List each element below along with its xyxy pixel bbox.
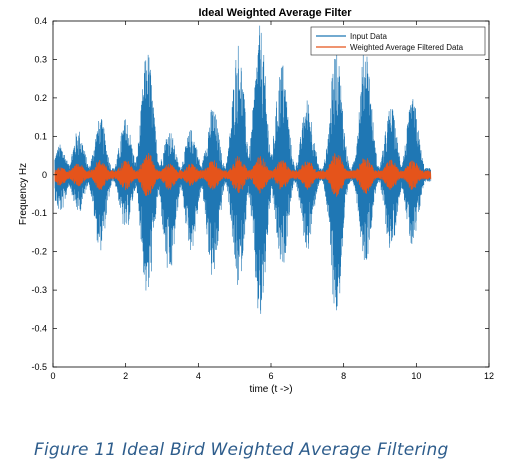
chart-title: Ideal Weighted Average Filter — [198, 7, 352, 19]
x-tick-label: 2 — [123, 371, 128, 381]
legend: Input Data Weighted Average Filtered Dat… — [310, 26, 486, 56]
x-tick-label: 6 — [268, 371, 273, 381]
y-tick-label: -0.1 — [31, 208, 47, 218]
y-tick-label: 0.3 — [34, 54, 47, 64]
y-tick-label: -0.2 — [31, 247, 47, 257]
x-tick-label: 10 — [411, 371, 421, 381]
chart-figure: Ideal Weighted Average Filter 0 2 4 6 8 10 12 -… — [18, 7, 494, 395]
series-layer — [54, 25, 432, 314]
y-tick-label: 0.1 — [34, 131, 47, 141]
x-tick-label: 12 — [484, 371, 494, 381]
legend-box — [310, 26, 486, 56]
y-tick-label: 0 — [42, 170, 47, 180]
figure-caption: Figure 11 Ideal Bird Weighted Average Fi… — [34, 440, 449, 460]
y-tick-label: -0.5 — [31, 362, 47, 372]
legend-label-filtered: Weighted Average Filtered Data — [350, 43, 464, 52]
y-tick-label: -0.4 — [31, 324, 47, 334]
y-axis-label: Frequency Hz — [18, 163, 29, 225]
y-tick-label: 0.4 — [34, 16, 47, 26]
series-line-filtered — [54, 153, 432, 197]
x-tick-label: 8 — [341, 371, 346, 381]
ticks-layer: 0 2 4 6 8 10 12 -0.5 -0.4 -0.3 -0.2 -0.1 0 0.1 0.2 0.3 0… — [31, 16, 494, 381]
chart-svg: Ideal Weighted Average Filter 0 2 4 6 8 10 12 -… — [18, 7, 494, 395]
y-tick-label: -0.3 — [31, 285, 47, 295]
legend-label-input: Input Data — [350, 32, 387, 41]
x-tick-label: 0 — [50, 371, 55, 381]
x-tick-label: 4 — [196, 371, 201, 381]
x-axis-label: time (t ->) — [249, 384, 292, 395]
y-tick-label: 0.2 — [34, 93, 47, 103]
